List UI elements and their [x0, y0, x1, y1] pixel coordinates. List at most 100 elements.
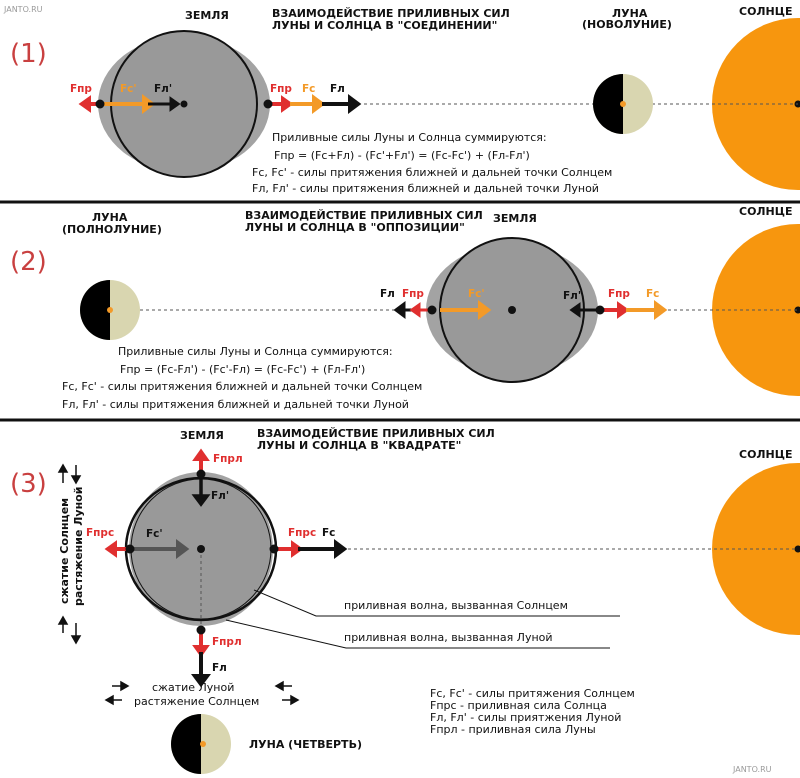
arrow-fc	[626, 300, 668, 320]
arrow-fc-prime	[102, 94, 156, 114]
side-label-stretch-moon: растяжение Луной	[72, 487, 85, 606]
callout-line-sun	[253, 589, 620, 617]
panel-1-earth-label: ЗЕМЛЯ	[185, 9, 229, 22]
earth-bottom-point	[196, 625, 206, 635]
panel-2-formula: Fпр = (Fc-Fл') - (Fc'-Fл) = (Fc-Fc') + (…	[120, 363, 365, 376]
panel-1-title-line1: ВЗАИМОДЕЙСТВИЕ ПРИЛИВНЫХ СИЛ	[272, 7, 510, 20]
side-arrow-up-lower	[57, 615, 69, 633]
panel-2-title-line1: ВЗАИМОДЕЙСТВИЕ ПРИЛИВНЫХ СИЛ	[245, 209, 483, 222]
arrow-compress-right	[274, 680, 292, 692]
label-fprs-right: Fпрс	[288, 527, 316, 539]
panel-3-title-line2: ЛУНЫ И СОЛНЦА В "КВАДРАТЕ"	[257, 439, 461, 452]
panel-3-moon-label: ЛУНА (ЧЕТВЕРТЬ)	[249, 738, 362, 751]
arrow-fl-prime	[148, 96, 181, 112]
label-fpr-right: Fпр	[608, 288, 630, 300]
earth-far-point	[95, 99, 105, 109]
label-fl-prime: Fл'	[211, 490, 229, 502]
legend-line-3: Fл, Fл' - силы приятжения Луной	[430, 711, 621, 724]
moon-dark-half	[593, 74, 623, 134]
arrow-fc	[290, 94, 326, 114]
panel-1-moon-label-line1: ЛУНА	[612, 7, 648, 20]
panel-3-title-line1: ВЗАИМОДЕЙСТВИЕ ПРИЛИВНЫХ СИЛ	[257, 427, 495, 440]
legend-line-4: Fпрл - приливная сила Луны	[430, 723, 596, 736]
moon-dark-half	[80, 280, 110, 340]
label-fprs-left: Fпрс	[86, 527, 114, 539]
panel-2-earth-label: ЗЕМЛЯ	[493, 212, 537, 225]
arrow-fprs-left	[104, 540, 128, 558]
label-fl-prime: Fл'	[154, 83, 172, 95]
earth-center-dot	[197, 545, 205, 553]
arrow-fc	[298, 539, 348, 559]
panel-2-note-1: Приливные силы Луны и Солнца суммируются…	[118, 345, 393, 358]
moon-center-dot	[620, 101, 626, 107]
panel-3-earth-label: ЗЕМЛЯ	[180, 429, 224, 442]
earth-far-point	[427, 305, 437, 315]
label-fc: Fc	[302, 83, 315, 95]
panel-2-number: (2)	[10, 247, 47, 277]
arrow-fc-prime	[440, 300, 492, 320]
wave-sun-label: приливная волна, вызванная Солнцем	[344, 599, 568, 612]
panel-3-number: (3)	[10, 469, 47, 499]
label-fl: Fл	[330, 83, 345, 95]
label-fc: Fc	[322, 527, 335, 539]
label-fc-prime: Fc'	[468, 288, 485, 300]
earth-top-point	[196, 469, 206, 479]
side-arrow-down-inner	[70, 465, 82, 485]
panel-2-moon-label-line1: ЛУНА	[92, 211, 128, 224]
label-fl-prime: Fл'	[563, 290, 581, 302]
earth-near-point	[263, 99, 273, 109]
label-fpr-left: Fпр	[402, 288, 424, 300]
panel-1-note-1: Приливные силы Луны и Солнца суммируются…	[272, 131, 547, 144]
arrow-fc-prime	[130, 539, 190, 559]
panel-1-note-3: Fc, Fc' - силы притяжения ближней и даль…	[252, 166, 612, 179]
bottom-label-stretch-sun: растяжение Солнцем	[134, 695, 259, 708]
panel-1-formula: Fпр = (Fc+Fл) - (Fc'+Fл') = (Fc-Fc') + (…	[274, 149, 530, 162]
callout-line-moon	[225, 619, 610, 649]
label-fprl-top: Fпрл	[213, 453, 243, 465]
moon-dark-half	[171, 714, 201, 774]
legend-line-2: Fпрс - приливная сила Солнца	[430, 699, 607, 712]
arrow-fprl-bottom	[192, 632, 210, 658]
panel-conjunction: (1) ЗЕМЛЯ ВЗАИМОДЕЙСТВИЕ ПРИЛИВНЫХ СИЛ Л…	[10, 5, 800, 195]
panel-quadrature: (3) ЗЕМЛЯ ВЗАИМОДЕЙСТВИЕ ПРИЛИВНЫХ СИЛ Л…	[10, 427, 800, 774]
panel-3-sun-label: СОЛНЦЕ	[739, 448, 793, 461]
panel-2-note-4: Fл, Fл' - силы притяжения ближней и даль…	[62, 398, 409, 411]
arrow-stretch-left	[104, 694, 122, 706]
panel-1-number: (1)	[10, 39, 47, 69]
arrow-fpr-right	[604, 301, 630, 319]
watermark-top: JANTO.RU	[3, 5, 43, 14]
arrow-compress-left	[112, 680, 130, 692]
earth-near-point	[595, 305, 605, 315]
panel-1-note-4: Fл, Fл' - силы притяжения ближней и даль…	[252, 182, 599, 195]
panel-2-moon-label-line2: (ПОЛНОЛУНИЕ)	[62, 223, 162, 236]
label-fc: Fc	[646, 288, 659, 300]
sun-center-dot	[794, 306, 800, 314]
panel-2-note-3: Fc, Fc' - силы притяжения ближней и даль…	[62, 380, 422, 393]
bottom-label-compression-moon: сжатие Луной	[152, 681, 234, 694]
moon-center-dot	[107, 307, 113, 313]
panel-1-sun-label: СОЛНЦЕ	[739, 5, 793, 18]
panel-opposition: (2) ЛУНА (ПОЛНОЛУНИЕ) ВЗАИМОДЕЙСТВИЕ ПРИ…	[10, 205, 800, 411]
wave-moon-label: приливная волна, вызванная Луной	[344, 631, 553, 644]
arrow-fprs-right	[276, 540, 304, 558]
label-fl-left: Fл	[380, 288, 395, 300]
panel-2-title-line2: ЛУНЫ И СОЛНЦА В "ОППОЗИЦИИ"	[245, 221, 465, 234]
earth-center-dot	[180, 100, 188, 108]
arrow-fl-prime	[569, 302, 596, 318]
arrow-stretch-right	[282, 694, 300, 706]
earth-near-point	[269, 544, 279, 554]
label-fprl-bottom: Fпрл	[212, 636, 242, 648]
panel-1-title-line2: ЛУНЫ И СОЛНЦА В "СОЕДИНЕНИИ"	[272, 19, 497, 32]
arrow-fl	[322, 94, 362, 114]
side-arrow-up-outer	[57, 463, 69, 483]
label-fl: Fл	[212, 662, 227, 674]
label-fc-prime: Fc'	[146, 528, 163, 540]
earth-far-point	[125, 544, 135, 554]
label-fpr-left: Fпр	[70, 83, 92, 95]
sun-disc	[712, 224, 800, 396]
panel-1-moon-label-line2: (НОВОЛУНИЕ)	[582, 18, 672, 31]
earth-center-dot	[508, 306, 516, 314]
label-fpr-right: Fпр	[270, 83, 292, 95]
side-arrow-down-lower	[70, 623, 82, 645]
